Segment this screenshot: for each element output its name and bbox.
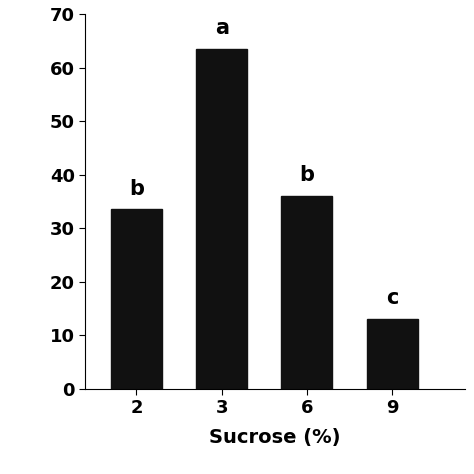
Bar: [366, 319, 418, 389]
Text: b: b: [300, 165, 314, 185]
Bar: [196, 49, 247, 389]
X-axis label: Sucrose (%): Sucrose (%): [209, 428, 341, 447]
Bar: [111, 210, 162, 389]
Text: c: c: [386, 289, 398, 309]
Text: b: b: [129, 179, 144, 199]
Text: a: a: [215, 18, 228, 38]
Bar: [281, 196, 332, 389]
